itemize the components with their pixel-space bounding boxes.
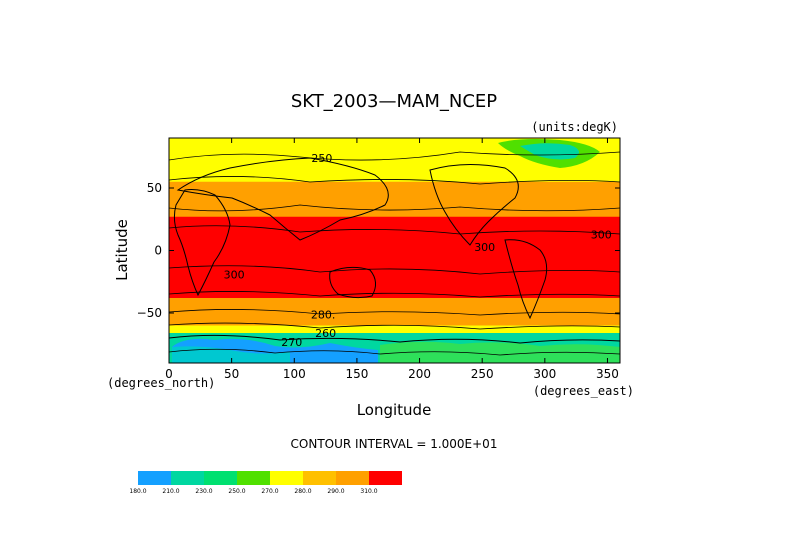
greenland-core (520, 143, 579, 160)
x-tick-label: 250 (471, 367, 494, 381)
legend-swatch (171, 471, 204, 485)
legend-swatch (237, 471, 270, 485)
legend-swatch (270, 471, 303, 485)
contour-line (169, 291, 620, 298)
legend-level-label: 210.0 (162, 488, 179, 495)
x-axis: 0 50 100 150 200 250 300 350 (165, 138, 619, 381)
units-label: (units:degK) (531, 120, 618, 134)
x-tick-label: 0 (165, 367, 173, 381)
x-tick-label: 200 (408, 367, 431, 381)
legend-swatch (336, 471, 369, 485)
contour-label: 300 (474, 241, 495, 254)
contour-interval-note: CONTOUR INTERVAL = 1.000E+01 (291, 437, 498, 451)
legend-level-label: 250.0 (228, 488, 245, 495)
y-tick-label: 50 (147, 181, 162, 195)
contour-line (169, 176, 620, 185)
legend-swatch (369, 471, 402, 485)
y-tick-label: 0 (154, 244, 162, 258)
antarctica-coastline (169, 334, 620, 344)
x-tick-label: 100 (283, 367, 306, 381)
chart-title: SKT_2003—MAM_NCEP (291, 91, 497, 112)
legend-swatch (204, 471, 237, 485)
legend-swatch (138, 471, 171, 485)
y-axis: 50 0 −50 (137, 181, 620, 320)
legend-level-label: 180.0 (129, 488, 146, 495)
contour-label: 260 (315, 327, 336, 340)
contour-label: 300 (224, 268, 245, 281)
contour-label: 300 (591, 228, 612, 241)
legend-level-label: 280.0 (294, 488, 311, 495)
x-tick-label: 350 (596, 367, 619, 381)
legend-level-label: 310.0 (360, 488, 377, 495)
contour-label: 280. (311, 308, 336, 321)
eurasia-coastline (176, 157, 389, 241)
contour-line (169, 309, 620, 316)
contour-line (169, 348, 620, 356)
temperature-band-310 (169, 216, 620, 298)
x-tick-label: 50 (224, 367, 239, 381)
australia-coastline (329, 266, 376, 299)
x-tick-label: 150 (345, 367, 368, 381)
contour-line (169, 322, 620, 330)
x-unit-label: (degrees_east) (533, 384, 634, 398)
legend-swatch (303, 471, 336, 485)
coastlines (169, 157, 620, 344)
y-axis-label: Latitude (113, 219, 131, 281)
africa-coastline (173, 189, 231, 297)
polar-cold-region (172, 139, 620, 363)
contour-line (169, 265, 620, 275)
legend-level-label: 230.0 (195, 488, 212, 495)
legend-level-label: 290.0 (327, 488, 344, 495)
antarctic-green-patch (380, 341, 620, 363)
x-axis-label: Longitude (357, 401, 432, 419)
contour-line (169, 151, 620, 161)
contour-line (169, 204, 620, 212)
contour-labels: 250 300 300 300 280. 260 270 (224, 152, 612, 349)
x-tick-label: 300 (533, 367, 556, 381)
contour-label: 250 (311, 152, 332, 165)
contour-label: 270 (281, 336, 302, 349)
north-america-coastline (429, 163, 519, 246)
contour-line (169, 225, 620, 235)
y-tick-label: −50 (137, 306, 162, 320)
antarctic-teal-ring (172, 346, 290, 363)
color-legend: 180.0 210.0 230.0 250.0 270.0 280.0 290.0 310.0 (129, 471, 402, 495)
temperature-bands (169, 138, 620, 333)
y-unit-label: (degrees_north) (107, 376, 215, 390)
legend-level-label: 270.0 (261, 488, 278, 495)
contour-lines (169, 151, 620, 356)
south-america-coastline (504, 239, 548, 320)
plot-area: 250 300 300 300 280. 260 270 (169, 138, 620, 363)
